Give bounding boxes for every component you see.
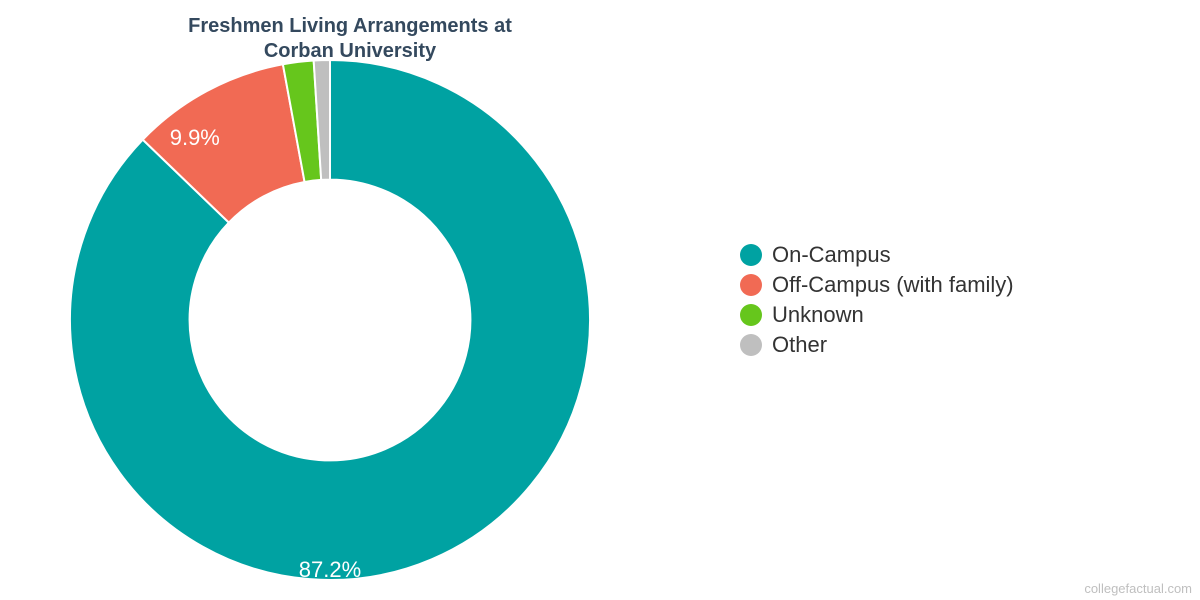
- donut-svg: [70, 60, 590, 580]
- attribution: collegefactual.com: [1084, 581, 1192, 596]
- legend-swatch-unknown: [740, 304, 762, 326]
- donut-chart: 87.2% 9.9%: [70, 60, 590, 580]
- legend-swatch-other: [740, 334, 762, 356]
- legend-item-other: Other: [740, 332, 1014, 358]
- legend-label-off_campus: Off-Campus (with family): [772, 272, 1014, 298]
- legend-label-on_campus: On-Campus: [772, 242, 891, 268]
- slice-label-off_campus: 9.9%: [170, 125, 220, 151]
- chart-title: Freshmen Living Arrangements at Corban U…: [0, 14, 700, 64]
- chart-container: Freshmen Living Arrangements at Corban U…: [0, 0, 1200, 600]
- legend-item-unknown: Unknown: [740, 302, 1014, 328]
- legend: On-Campus Off-Campus (with family) Unknown…: [740, 238, 1014, 362]
- legend-label-other: Other: [772, 332, 827, 358]
- legend-label-unknown: Unknown: [772, 302, 864, 328]
- legend-item-on_campus: On-Campus: [740, 242, 1014, 268]
- title-line-2: Corban University: [264, 40, 436, 62]
- slice-label-on_campus: 87.2%: [299, 557, 361, 583]
- legend-swatch-on_campus: [740, 244, 762, 266]
- attribution-text: collegefactual.com: [1084, 581, 1192, 596]
- legend-item-off_campus: Off-Campus (with family): [740, 272, 1014, 298]
- legend-swatch-off_campus: [740, 274, 762, 296]
- title-line-1: Freshmen Living Arrangements at: [188, 15, 512, 37]
